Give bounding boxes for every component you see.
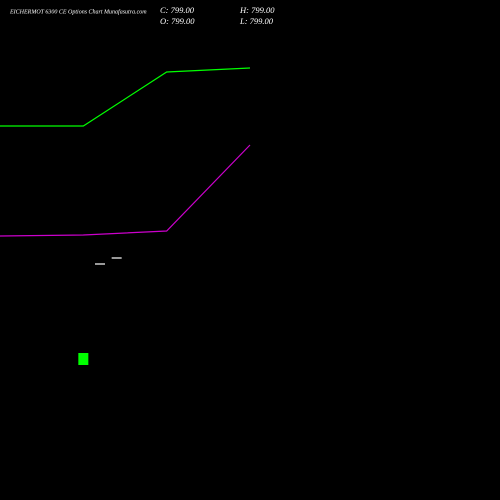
close-label: C: 799.00 [160,5,195,15]
low-label: L: 799.00 [239,16,274,26]
high-label: H: 799.00 [239,5,275,15]
chart-title: EICHERMOT 6300 CE Options Chart Munafasu… [9,8,147,15]
volume-bar [78,353,89,365]
series-line [0,144,251,237]
open-label: O: 799.00 [160,16,195,26]
series-line [0,67,251,127]
